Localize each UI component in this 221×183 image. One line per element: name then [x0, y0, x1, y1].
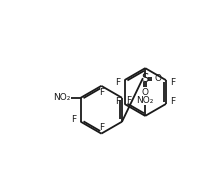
- Text: NO₂: NO₂: [137, 96, 154, 105]
- Text: F: F: [170, 97, 175, 106]
- Text: F: F: [71, 115, 76, 124]
- Text: F: F: [99, 87, 104, 96]
- Text: O: O: [155, 74, 162, 83]
- Text: F: F: [115, 97, 120, 106]
- Text: NO₂: NO₂: [53, 93, 70, 102]
- Text: S: S: [141, 72, 149, 85]
- Text: O: O: [142, 88, 149, 97]
- Text: F: F: [170, 78, 175, 87]
- Text: F: F: [115, 78, 120, 87]
- Text: F: F: [126, 96, 131, 105]
- Text: F: F: [99, 123, 104, 132]
